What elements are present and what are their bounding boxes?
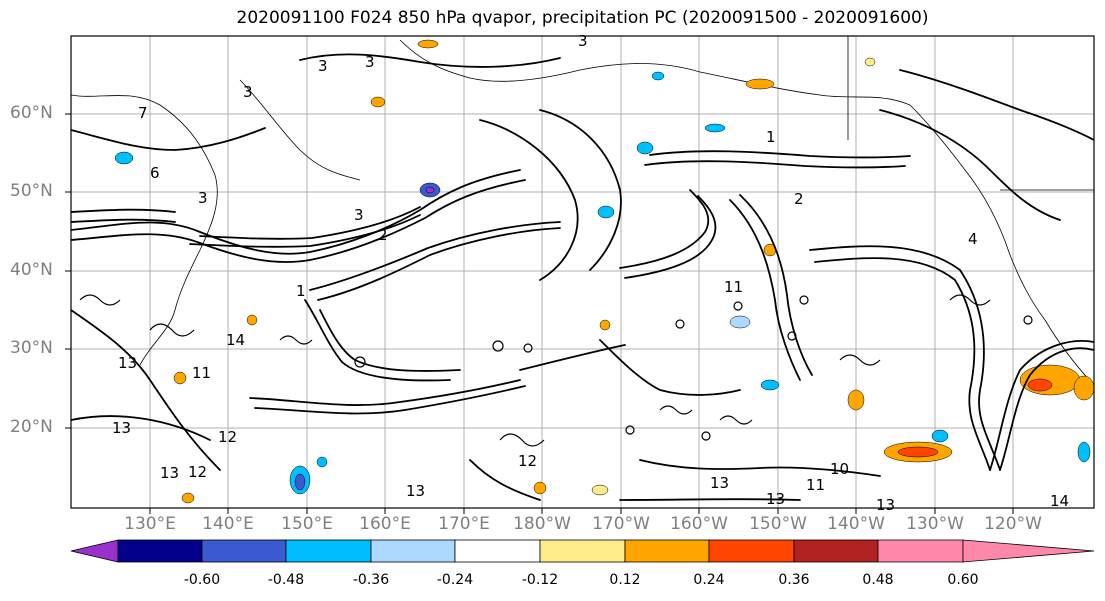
contour-label: 11 — [192, 364, 211, 382]
colorbar-segment — [117, 539, 203, 563]
contour-label: 2 — [378, 226, 388, 244]
lat-label-50n: 50°N — [10, 181, 53, 201]
contour-label: 13 — [710, 474, 729, 492]
colorbar-segment — [793, 539, 879, 563]
colorbar-segment — [285, 539, 372, 563]
contour-label: 11 — [724, 278, 743, 296]
contour-label: 3 — [243, 83, 253, 101]
lon-label-140w: 140°W — [827, 514, 885, 534]
colorbar-segment — [877, 539, 964, 563]
lon-label-130w: 130°W — [906, 514, 964, 534]
colorbar-segment — [201, 539, 287, 563]
colorbar-extend-low — [70, 539, 119, 563]
contour-label: 13 — [766, 490, 785, 508]
contour-label: 13 — [406, 482, 425, 500]
contour-label: 10 — [830, 460, 849, 478]
contour-label: 13 — [112, 419, 131, 437]
map-frame — [70, 35, 1095, 509]
contour-label: 14 — [1050, 492, 1069, 510]
colorbar-tick-label: -0.48 — [267, 572, 305, 588]
lat-label-30n: 30°N — [10, 338, 53, 358]
lon-label-160w: 160°W — [670, 514, 728, 534]
colorbar-tick-label: -0.24 — [436, 572, 474, 588]
contour-label: 3 — [318, 57, 328, 75]
lon-label-150w: 150°W — [749, 514, 807, 534]
lon-label-150e: 150°E — [281, 514, 333, 534]
lat-label-40n: 40°N — [10, 260, 53, 280]
lon-label-120w: 120°W — [984, 514, 1042, 534]
contour-label: 12 — [518, 452, 537, 470]
contour-label: 13 — [876, 496, 895, 514]
contour-label: 13 — [160, 464, 179, 482]
graticule — [71, 36, 1094, 508]
colorbar-segment — [370, 539, 456, 563]
colorbar-tick-label: 0.36 — [778, 572, 810, 588]
colorbar-segment — [624, 539, 710, 563]
colorbar-extend-high — [962, 539, 1095, 563]
lon-label-180w: 180°W — [513, 514, 571, 534]
lon-label-130e: 130°E — [124, 514, 176, 534]
contour-label: 1 — [296, 282, 306, 300]
coastlines — [71, 36, 1094, 386]
contour-label: 11 — [806, 476, 825, 494]
lon-label-160e: 160°E — [359, 514, 411, 534]
contour-label: 3 — [578, 32, 588, 50]
contour-label: 7 — [138, 104, 148, 122]
colorbar-tick-label: 0.12 — [609, 572, 641, 588]
contour-label: 1 — [766, 128, 776, 146]
lat-label-60n: 60°N — [10, 103, 53, 123]
colorbar-segment — [539, 539, 626, 563]
colorbar — [70, 539, 1095, 563]
map-title: 2020091100 F024 850 hPa qvapor, precipit… — [236, 8, 929, 28]
contour-label: 3 — [354, 206, 364, 224]
colorbar-tick-label: 0.24 — [693, 572, 725, 588]
contour-label: 14 — [226, 331, 245, 349]
lon-label-170e: 170°E — [438, 514, 490, 534]
contour-label: 6 — [150, 164, 160, 182]
small-contours — [79, 294, 1033, 447]
contour-labels: 3 3 3 3 7 6 3 3 2 1 11 14 13 12 12 13 11… — [112, 32, 1069, 514]
contour-label: 2 — [794, 190, 804, 208]
colorbar-tick-label: -0.36 — [352, 572, 390, 588]
qvapor-contours — [71, 53, 1094, 501]
lon-label-170w: 170°W — [592, 514, 650, 534]
contour-label: 4 — [968, 230, 978, 248]
axis-ticks — [65, 113, 1014, 514]
colorbar-tick-label: -0.12 — [521, 572, 559, 588]
lon-label-140e: 140°E — [202, 514, 254, 534]
precip-fills — [114, 39, 1094, 504]
colorbar-tick-label: -0.60 — [183, 572, 221, 588]
lat-label-20n: 20°N — [10, 417, 53, 437]
colorbar-tick-label: 0.48 — [862, 572, 894, 588]
colorbar-tick-label: 0.60 — [947, 572, 979, 588]
contour-label: 12 — [188, 463, 207, 481]
contour-label: 12 — [218, 428, 237, 446]
colorbar-segment — [708, 539, 795, 563]
contour-label: 3 — [198, 189, 208, 207]
contour-label: 3 — [365, 53, 375, 71]
contour-label: 13 — [118, 354, 137, 372]
colorbar-segment — [454, 539, 541, 563]
